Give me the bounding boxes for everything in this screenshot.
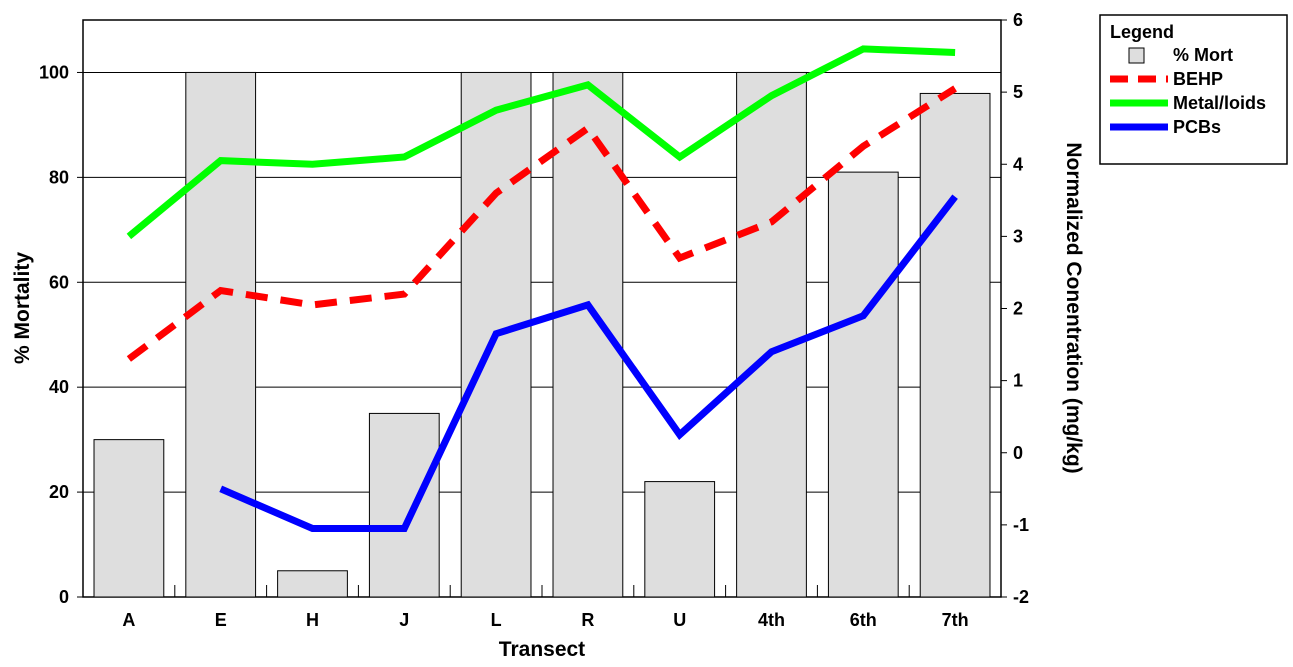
y-axis-ticks: 0 20 40 60 80 100 — [39, 62, 83, 607]
bar-E — [185, 71, 257, 598]
y-tick-label: 80 — [49, 167, 69, 187]
legend: Legend % Mort BEHP Metal/loids PCBs — [1099, 14, 1288, 165]
y-tick-label: 20 — [49, 482, 69, 502]
x-tick-label: J — [399, 610, 409, 630]
x-tick-label: 4th — [758, 610, 785, 630]
y2-tick-label: -2 — [1013, 587, 1029, 607]
y2-tick-label: -1 — [1013, 515, 1029, 535]
x-tick-label: H — [306, 610, 319, 630]
bar-6th — [827, 171, 899, 598]
x-tick-label: A — [122, 610, 135, 630]
x-axis-title: Transect — [499, 638, 585, 661]
bar-A — [93, 439, 165, 598]
legend-swatch-mort — [1128, 47, 1145, 64]
y2-tick-label: 0 — [1013, 443, 1023, 463]
y2-axis-ticks: -2 -1 0 1 2 3 4 5 6 — [1001, 10, 1029, 607]
legend-label: BEHP — [1173, 69, 1223, 89]
y-tick-label: 0 — [59, 587, 69, 607]
x-axis-ticks — [174, 585, 910, 597]
y2-tick-label: 6 — [1013, 10, 1023, 30]
bar-4th — [736, 71, 807, 598]
bar-J — [368, 412, 440, 598]
y-tick-label: 60 — [49, 272, 69, 292]
bar-H — [277, 570, 348, 598]
x-tick-label: 7th — [942, 610, 969, 630]
x-tick-label: U — [673, 610, 686, 630]
y-tick-label: 40 — [49, 377, 69, 397]
x-tick-label: E — [215, 610, 227, 630]
y2-tick-label: 1 — [1013, 371, 1023, 391]
series-line-metal-loids — [126, 45, 956, 240]
legend-items: % Mort BEHP Metal/loids PCBs — [1110, 45, 1266, 137]
y2-tick-label: 4 — [1013, 154, 1023, 174]
x-tick-label: L — [491, 610, 502, 630]
x-tick-label: R — [581, 610, 594, 630]
series-line-behp — [126, 85, 957, 362]
bar-series — [93, 71, 991, 598]
x-tick-label: 6th — [850, 610, 877, 630]
y2-tick-label: 5 — [1013, 82, 1023, 102]
legend-title: Legend — [1110, 22, 1174, 42]
bar-7th — [919, 92, 991, 598]
bar-U — [644, 481, 716, 598]
y2-tick-label: 3 — [1013, 226, 1023, 246]
y2-axis-title: Normalized Conentration (mg/kg) — [1062, 142, 1085, 473]
series-line-pcbs — [219, 194, 958, 532]
legend-label: Metal/loids — [1173, 93, 1266, 113]
y2-tick-label: 2 — [1013, 299, 1023, 319]
x-axis-labels: A E H J L R U 4th 6th 7th — [122, 610, 968, 630]
y-tick-label: 100 — [39, 62, 69, 82]
legend-label: PCBs — [1173, 117, 1221, 137]
y-axis-title: % Mortality — [11, 252, 34, 364]
legend-box — [1099, 14, 1288, 165]
legend-label: % Mort — [1173, 45, 1233, 65]
line-series — [126, 45, 958, 532]
